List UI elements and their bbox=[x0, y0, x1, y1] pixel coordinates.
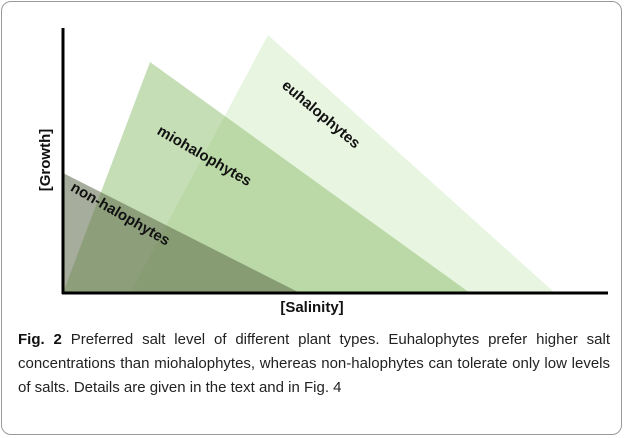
caption-label: Fig. 2 bbox=[18, 331, 62, 348]
y-axis-label: [Growth] bbox=[37, 129, 54, 191]
non-halophytes-region bbox=[63, 173, 300, 293]
caption-text: Preferred salt level of different plant … bbox=[18, 331, 611, 396]
x-axis-label: [Salinity] bbox=[280, 299, 343, 316]
diagram: euhalophytes miohalophytes non-halophyte… bbox=[37, 28, 608, 316]
caption: Fig. 2 Preferred salt level of different… bbox=[18, 328, 610, 400]
